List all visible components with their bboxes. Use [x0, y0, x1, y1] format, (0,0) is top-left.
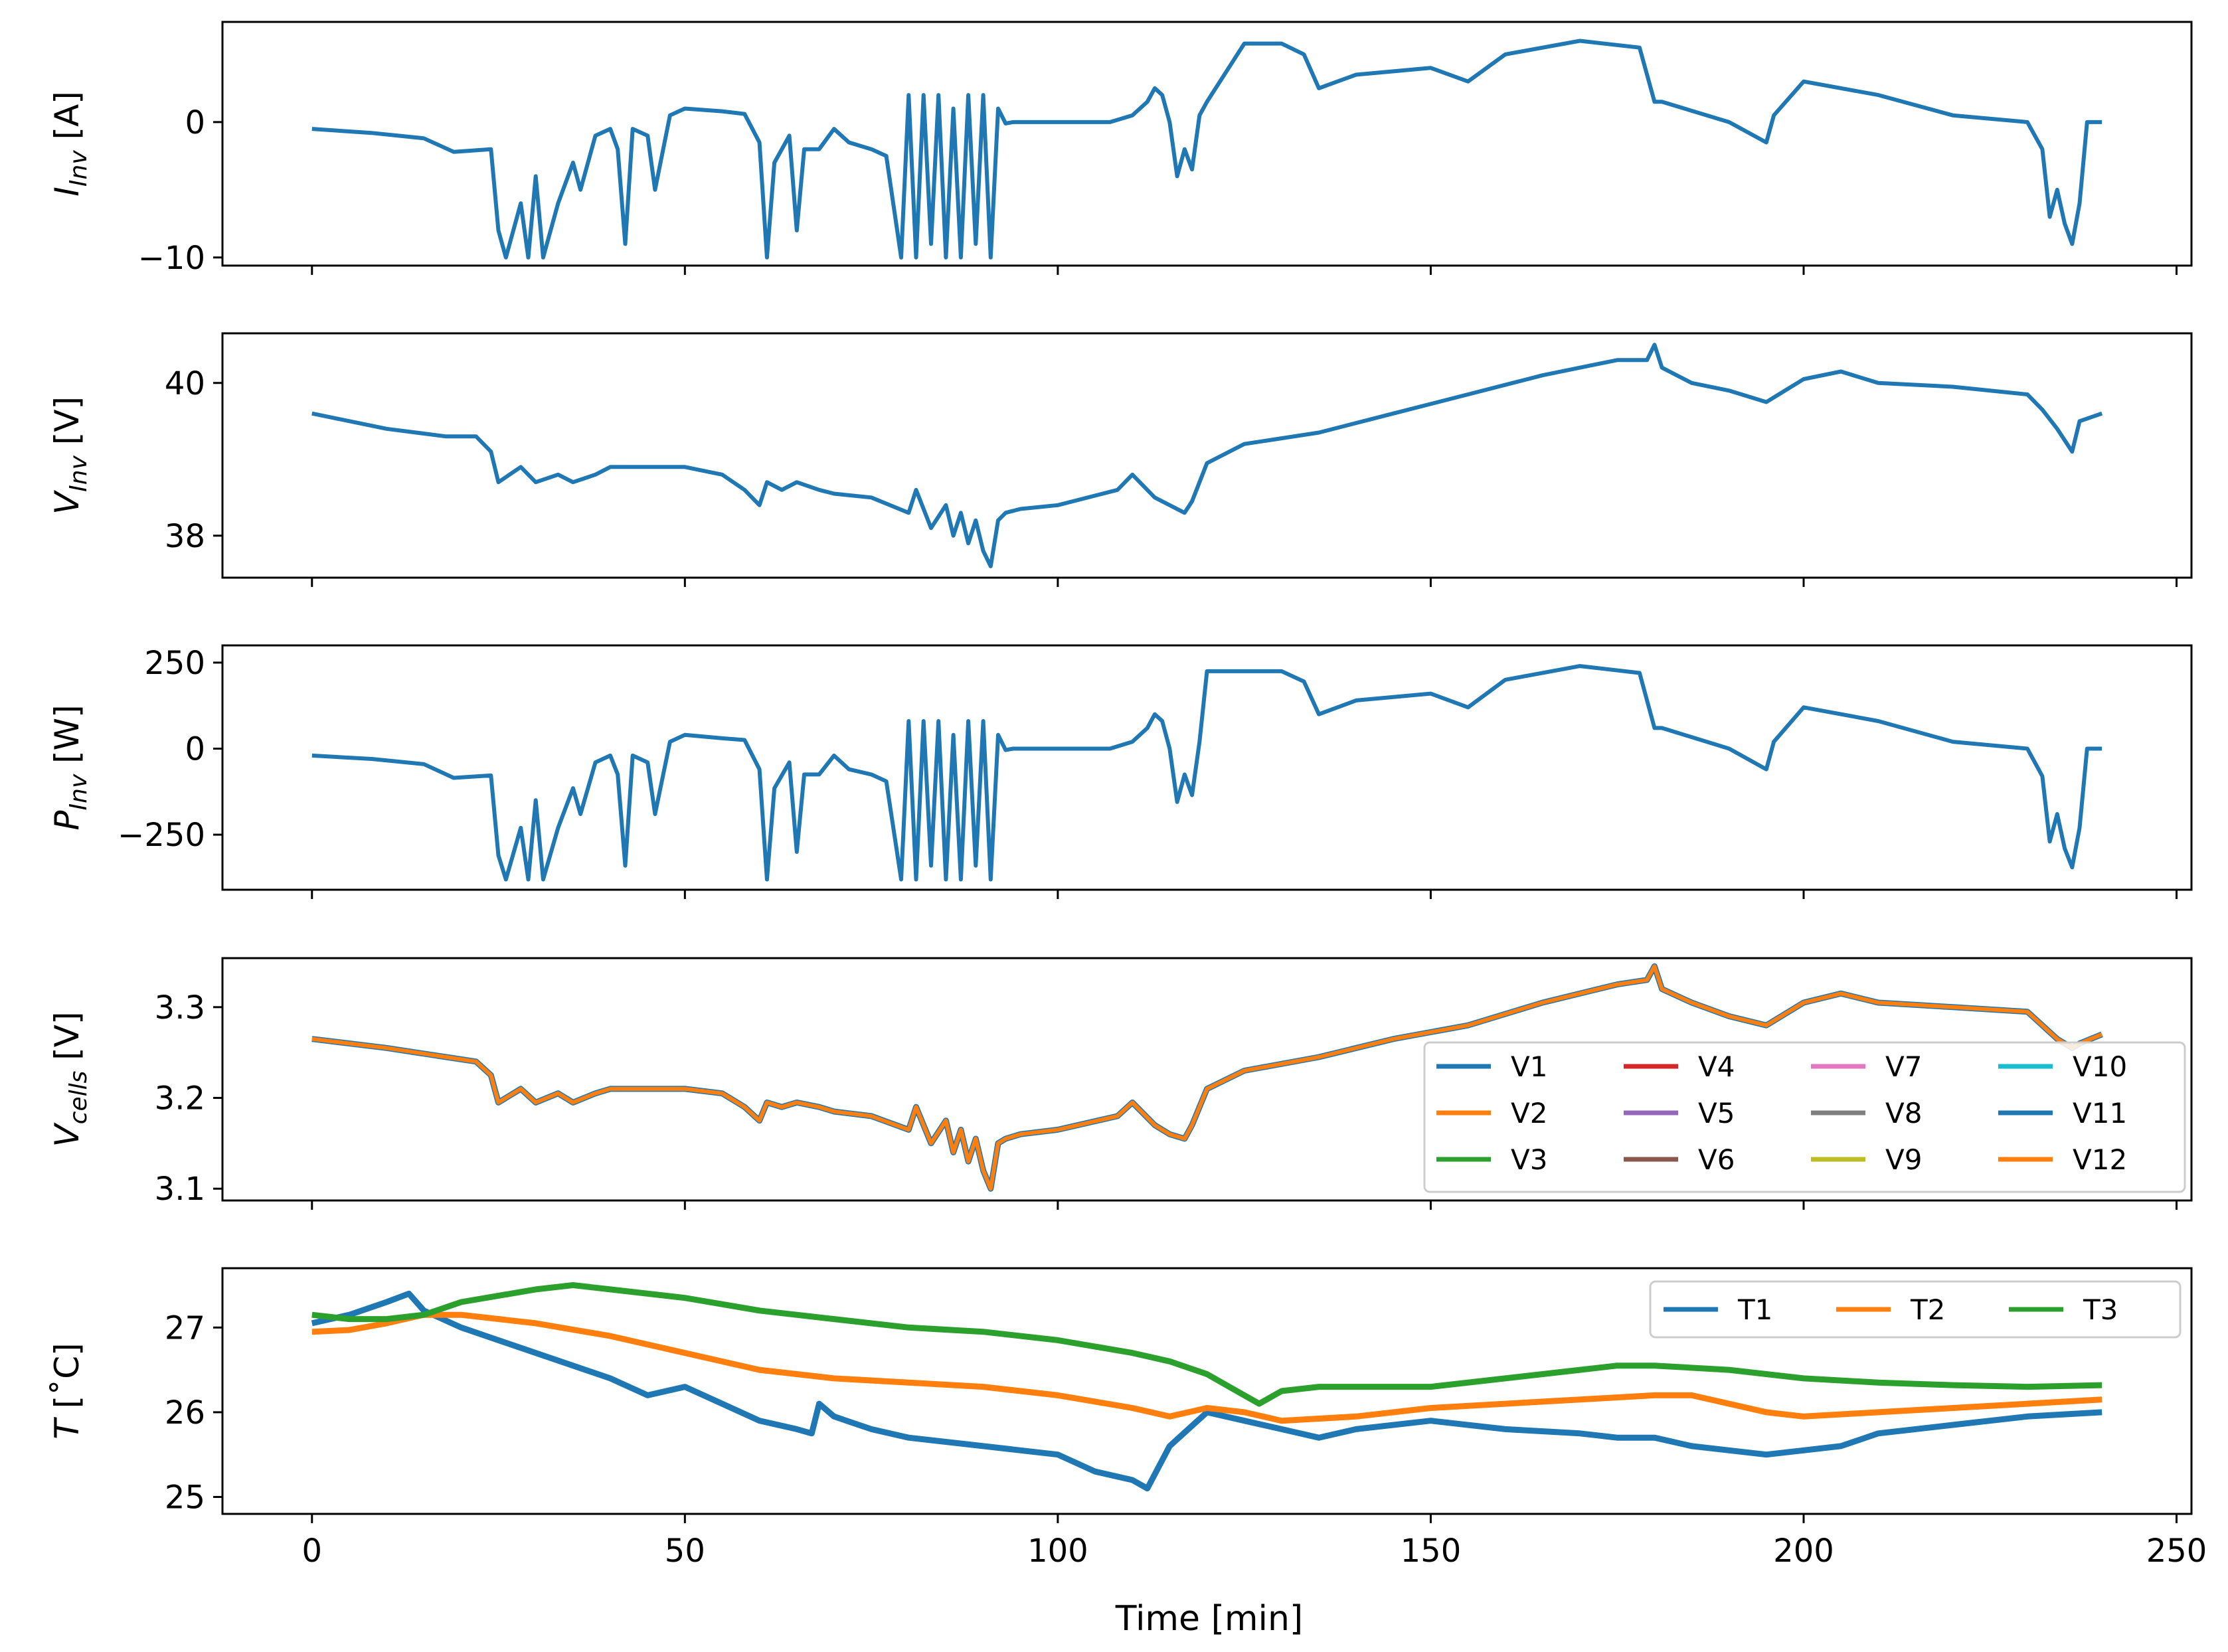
x-tick-label: 200: [1773, 1532, 1834, 1570]
axes-frame: [221, 1267, 2193, 1515]
legend-label-v9: V9: [1885, 1143, 1922, 1176]
panel-cells: 3.3 3.2 3.1 Vcells [V] V1 V2 V3 V4 V5 V6 V7 V8 V9 V10…: [48, 957, 2193, 1210]
series-line-t2: [311, 1311, 2102, 1424]
legend-label-v10: V10: [2073, 1050, 2127, 1083]
series-line-p-inv: [311, 664, 2102, 882]
y-tick-label: 3.2: [155, 1080, 205, 1117]
legend-label-v1: V1: [1511, 1050, 1547, 1083]
series-line-v-inv: [311, 343, 2103, 568]
y-tick-label: 25: [165, 1479, 205, 1516]
y-axis-label: T [˚C]: [48, 1343, 86, 1439]
y-axis-label: IInv [A]: [48, 91, 92, 197]
y-label-symbol: V: [48, 1122, 86, 1147]
y-tick-label: 3.3: [155, 989, 205, 1027]
legend-label-v12: V12: [2073, 1143, 2127, 1176]
y-label-subscript: Inv: [65, 150, 92, 187]
y-label-unit: [V]: [48, 1011, 86, 1070]
y-tick-label: 26: [165, 1394, 205, 1432]
axes-frame: [221, 21, 2193, 267]
legend-box: [1423, 1041, 2186, 1193]
y-tick-label: −250: [118, 817, 205, 854]
y-label-symbol: T: [48, 1417, 86, 1440]
x-tick-label: 0: [301, 1532, 322, 1570]
axes-frame: [221, 332, 2193, 579]
legend-label-v3: V3: [1511, 1143, 1547, 1176]
legend-label-t2: T2: [1910, 1293, 1945, 1326]
axes-frame: [221, 644, 2193, 891]
x-tick-label: 250: [2146, 1532, 2207, 1570]
legend-cells: V1 V2 V3 V4 V5 V6 V7 V8 V9 V10 V11 V12: [1423, 1041, 2186, 1193]
legend-label-v2: V2: [1511, 1097, 1547, 1129]
y-axis-label: PInv [W]: [48, 704, 92, 830]
x-tick-label: 100: [1027, 1532, 1088, 1570]
legend-temperature: T1 T2 T3: [1649, 1280, 2182, 1339]
y-label-subscript: Inv: [65, 774, 92, 810]
y-tick-label: 38: [165, 518, 205, 555]
y-label-symbol: I: [48, 187, 86, 197]
series-line-i-inv: [311, 39, 2102, 260]
panel-power: 250 0 −250 PInv [W]: [48, 644, 2193, 899]
panel-voltage: 40 38 VInv [V]: [48, 332, 2193, 587]
legend-label-v5: V5: [1698, 1097, 1735, 1129]
y-axis-label: Vcells [V]: [48, 1011, 92, 1147]
y-tick-label: −10: [138, 240, 205, 277]
series-line-t3: [311, 1282, 2102, 1407]
y-tick-label: 0: [185, 730, 205, 768]
legend-label-v4: V4: [1698, 1050, 1735, 1083]
y-tick-label: 250: [144, 645, 205, 682]
y-tick-label: 0: [185, 104, 205, 141]
y-label-unit: [V]: [48, 396, 86, 455]
series-line-cells: [311, 964, 2103, 1191]
y-label-symbol: V: [48, 489, 86, 515]
panel-current: 0 −10 IInv [A]: [48, 21, 2193, 277]
legend-box: [1649, 1280, 2182, 1339]
y-label-unit: [A]: [48, 91, 86, 150]
legend-label-t1: T1: [1737, 1293, 1772, 1326]
x-tick-label: 150: [1401, 1532, 1462, 1570]
legend-label-t3: T3: [2083, 1293, 2118, 1326]
x-axis-label: Time [min]: [1115, 1599, 1303, 1639]
y-tick-label: 3.1: [155, 1171, 205, 1208]
x-tick-label: 50: [665, 1532, 705, 1570]
y-tick-label: 40: [165, 365, 205, 402]
y-label-symbol: P: [48, 810, 86, 831]
legend-label-v11: V11: [2073, 1097, 2127, 1129]
y-axis-label: VInv [V]: [48, 396, 92, 515]
legend-label-v6: V6: [1698, 1143, 1735, 1176]
y-tick-label: 27: [165, 1309, 205, 1347]
y-label-unit: [˚C]: [48, 1343, 86, 1419]
y-label-unit: [W]: [48, 704, 86, 774]
y-label-subscript: cells: [65, 1071, 92, 1125]
series-line-t1: [311, 1290, 2102, 1492]
legend-label-v7: V7: [1885, 1050, 1922, 1083]
axes-frame: [221, 957, 2193, 1202]
legend-label-v8: V8: [1885, 1097, 1922, 1129]
y-label-subscript: Inv: [65, 455, 92, 491]
